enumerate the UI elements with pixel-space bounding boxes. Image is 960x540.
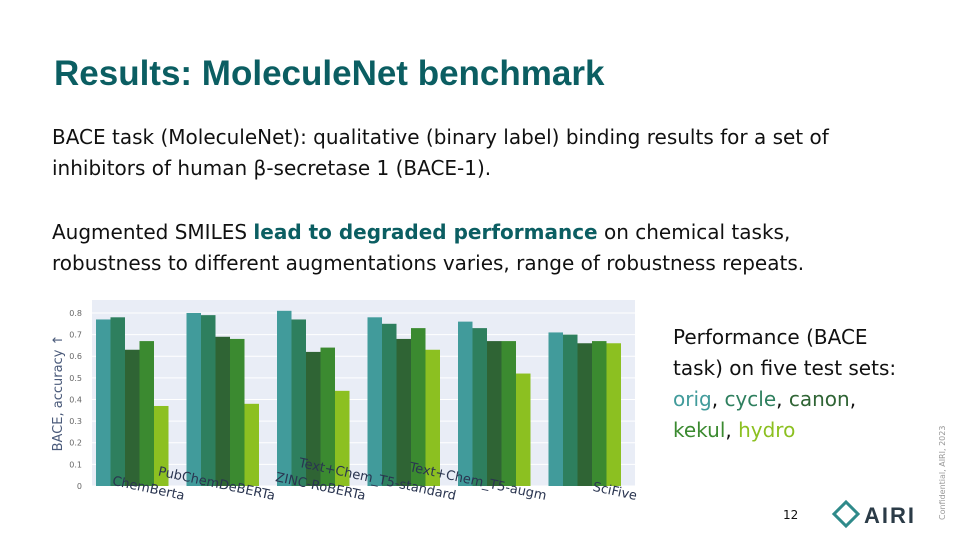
logo: AIRI <box>836 503 916 529</box>
bar <box>244 403 259 486</box>
y-tick-label: 0.7 <box>69 331 82 340</box>
bar <box>458 321 473 486</box>
separator: , <box>725 418 732 442</box>
bar <box>577 343 592 486</box>
bar <box>154 405 169 486</box>
bar <box>96 319 111 486</box>
plot-area <box>92 300 635 486</box>
y-tick-label: 0.4 <box>69 395 82 404</box>
bar <box>215 336 230 486</box>
series-name: cycle <box>724 387 777 411</box>
bar <box>396 338 411 486</box>
bar <box>487 341 502 486</box>
y-tick-label: 0.1 <box>69 460 82 469</box>
text: Performance (BACE task) on five test set… <box>673 325 897 380</box>
series-name: kekul <box>673 418 726 442</box>
bar <box>425 349 440 486</box>
separator: , <box>711 387 719 411</box>
y-tick-label: 0 <box>77 482 82 491</box>
bar <box>548 332 563 486</box>
bar <box>186 312 201 486</box>
bar <box>139 341 154 486</box>
bar <box>201 315 216 486</box>
y-tick-label: 0.3 <box>69 417 82 426</box>
bar <box>606 343 621 486</box>
bar <box>472 328 487 486</box>
y-tick-label: 0.2 <box>69 439 82 448</box>
bar <box>367 317 382 486</box>
bar <box>563 334 578 486</box>
bar <box>516 373 531 486</box>
confidential: Confidential, AIRI, 2023 <box>938 425 947 520</box>
slide-title: Results: MoleculeNet benchmark <box>54 54 605 93</box>
chart: BACE, accuracy ↑ 0 0.1 0.2 0.3 0.4 0.5 0.6 0.7 0… <box>51 300 638 504</box>
y-tick-label: 0.5 <box>69 374 82 383</box>
series-name: orig <box>673 387 712 411</box>
bar <box>592 341 607 486</box>
bar <box>411 328 426 486</box>
bar <box>277 310 292 486</box>
y-tick-label: 0.8 <box>69 309 82 318</box>
bar <box>306 351 321 486</box>
series-name: canon <box>788 387 850 411</box>
paragraph: Augmented SMILES lead to degraded perfor… <box>52 217 902 279</box>
bar <box>125 349 140 486</box>
text: Augmented SMILES <box>52 220 254 244</box>
y-tick-label: 0.6 <box>69 352 82 361</box>
separator: , <box>849 387 857 411</box>
text: on chemical tasks, robustness to differe… <box>52 220 805 275</box>
page-number: 12 <box>783 508 799 522</box>
bar <box>230 338 245 486</box>
paragraph: BACE task (MoleculeNet): qualitative (bi… <box>52 125 829 180</box>
separator: , <box>776 387 783 411</box>
highlight: lead to degraded performance <box>253 220 598 244</box>
series-name: hydro <box>738 418 796 442</box>
bar <box>291 319 306 486</box>
bar <box>501 341 516 486</box>
side-note: Performance (BACE task) on five test set… <box>673 322 903 446</box>
bar <box>335 390 350 486</box>
y-axis-label: BACE, accuracy ↑ <box>51 335 66 452</box>
bar <box>320 347 335 486</box>
bar <box>110 317 125 486</box>
bar <box>382 323 397 486</box>
